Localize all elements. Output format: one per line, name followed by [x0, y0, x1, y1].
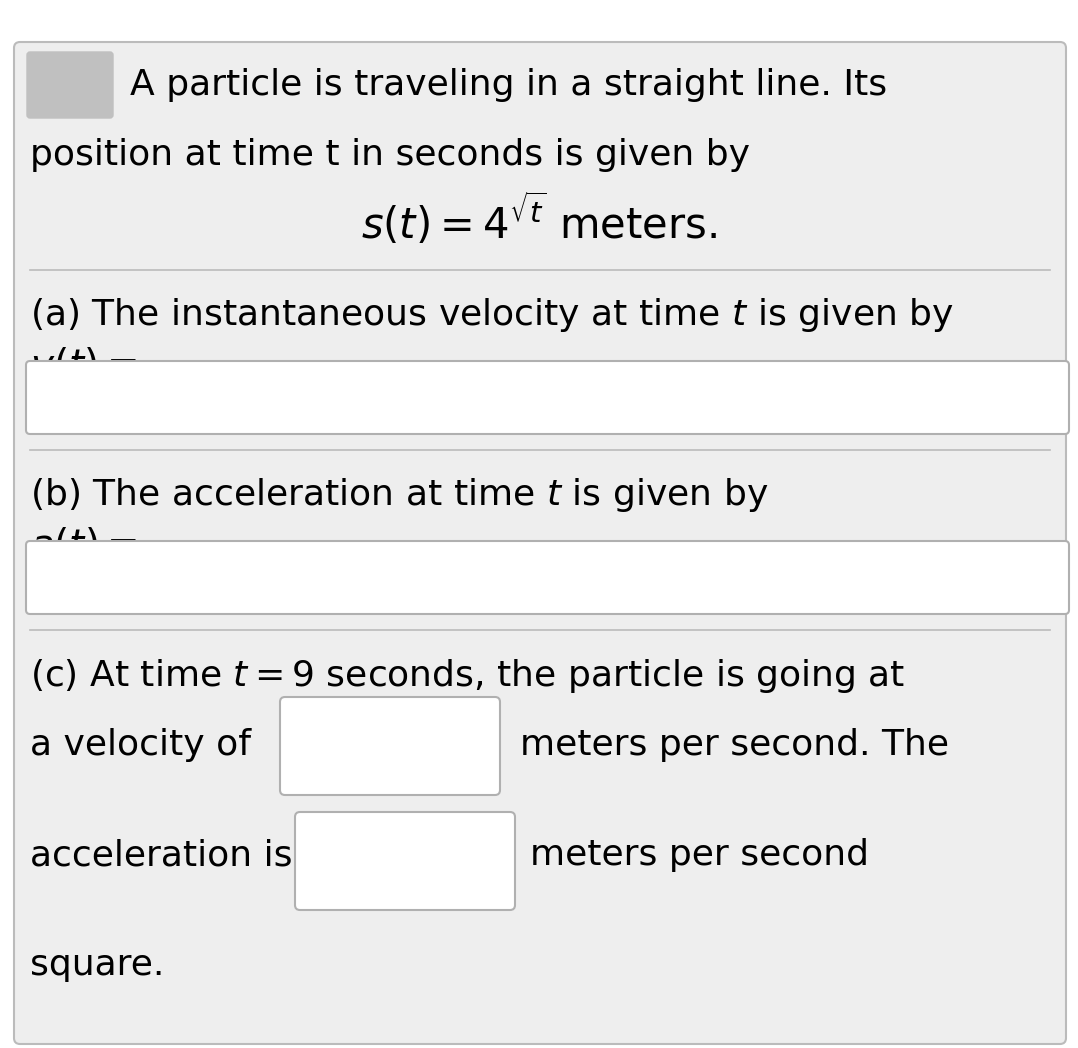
FancyBboxPatch shape [280, 697, 500, 795]
Text: (c) At time $t = 9$ seconds, the particle is going at: (c) At time $t = 9$ seconds, the particl… [30, 657, 906, 695]
FancyBboxPatch shape [295, 812, 515, 910]
Text: $a(t) =$: $a(t) =$ [30, 525, 138, 565]
Text: $v(t) =$: $v(t) =$ [30, 346, 137, 385]
Text: meters per second. The: meters per second. The [520, 728, 949, 762]
Text: A particle is traveling in a straight line. Its: A particle is traveling in a straight li… [130, 68, 887, 102]
FancyBboxPatch shape [27, 52, 113, 118]
Text: (a) The instantaneous velocity at time $t$ is given by: (a) The instantaneous velocity at time $… [30, 296, 954, 334]
FancyBboxPatch shape [26, 361, 1069, 434]
Text: (b) The acceleration at time $t$ is given by: (b) The acceleration at time $t$ is give… [30, 476, 769, 514]
Text: acceleration is: acceleration is [30, 838, 292, 872]
Text: square.: square. [30, 948, 164, 982]
Text: $s(t) = 4^{\sqrt{t}}$ meters.: $s(t) = 4^{\sqrt{t}}$ meters. [361, 192, 717, 248]
FancyBboxPatch shape [14, 42, 1066, 1044]
FancyBboxPatch shape [26, 541, 1069, 614]
Text: a velocity of: a velocity of [30, 728, 251, 762]
Text: meters per second: meters per second [530, 838, 869, 872]
Text: position at time t in seconds is given by: position at time t in seconds is given b… [30, 138, 750, 172]
